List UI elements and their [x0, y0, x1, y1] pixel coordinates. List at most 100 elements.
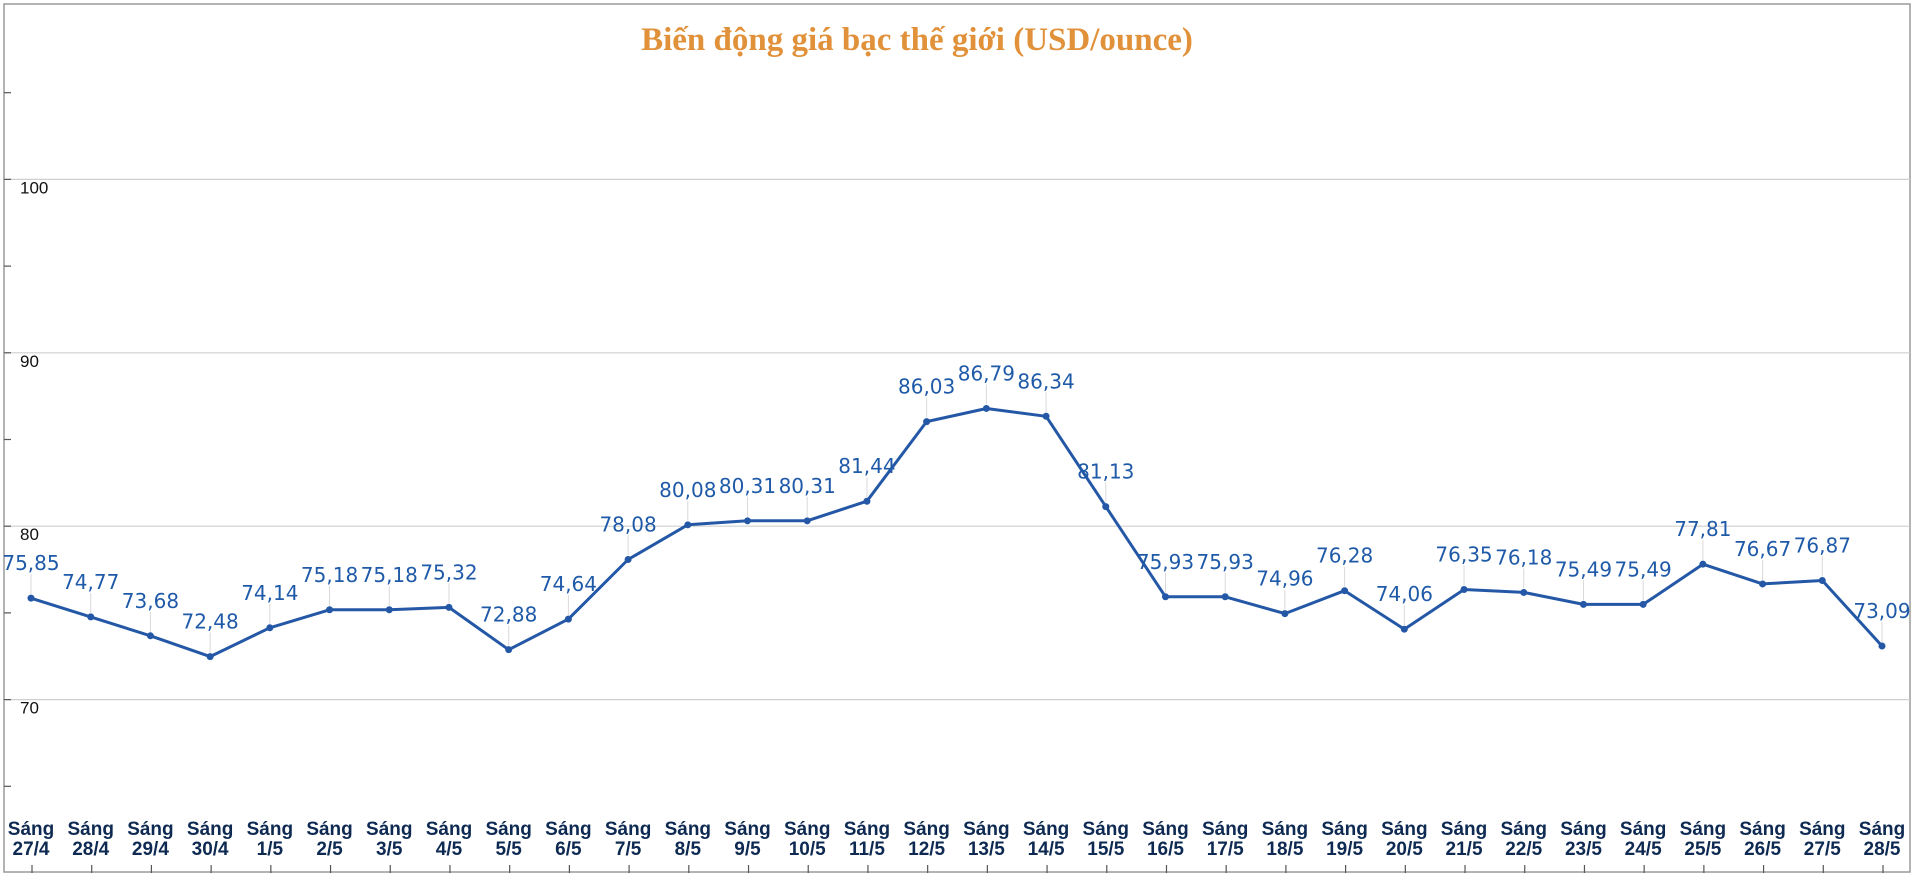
x-tick-line-1: Sáng — [1859, 819, 1905, 840]
x-tick-line-2: 22/5 — [1505, 839, 1542, 860]
x-tick-line-2: 10/5 — [789, 839, 826, 860]
data-label: 75,85 — [2, 551, 59, 575]
data-point — [803, 517, 811, 525]
data-point — [1759, 580, 1767, 588]
data-label: 80,31 — [779, 474, 836, 498]
x-tick-line-2: 5/5 — [495, 839, 522, 860]
chart-frame — [3, 3, 1911, 873]
x-tick-label: Sáng 27/5 — [1799, 819, 1845, 860]
y-tick-label: 90 — [20, 352, 39, 371]
x-tick-label: Sáng 13/5 — [963, 819, 1009, 860]
x-tick-line-2: 28/4 — [72, 839, 109, 860]
data-label: 72,88 — [480, 603, 537, 627]
data-point — [266, 624, 274, 632]
data-label: 86,79 — [958, 361, 1015, 385]
x-tick-line-1: Sáng — [665, 819, 711, 840]
data-label: 80,31 — [719, 474, 776, 498]
data-label: 73,09 — [1853, 599, 1910, 623]
data-label: 75,93 — [1197, 550, 1254, 574]
x-tick-line-2: 25/5 — [1684, 839, 1721, 860]
x-tick-label: Sáng 18/5 — [1262, 819, 1308, 860]
data-point — [1042, 412, 1050, 420]
x-tick-line-1: Sáng — [247, 819, 293, 840]
x-tick-line-1: Sáng — [8, 819, 54, 840]
data-point — [1579, 600, 1587, 608]
x-tick-line-1: Sáng — [366, 819, 412, 840]
x-tick-label: Sáng 17/5 — [1202, 819, 1248, 860]
x-tick-line-2: 1/5 — [257, 839, 284, 860]
x-tick-line-1: Sáng — [1321, 819, 1367, 840]
label-leader-lines — [30, 384, 1883, 653]
x-tick-line-1: Sáng — [485, 819, 531, 840]
data-point — [1878, 642, 1886, 650]
data-point — [385, 606, 393, 614]
x-tick-label: Sáng 29/4 — [127, 819, 173, 860]
data-label: 80,08 — [659, 478, 716, 502]
data-points — [27, 404, 1886, 661]
x-tick-line-1: Sáng — [605, 819, 651, 840]
x-tick-line-1: Sáng — [187, 819, 233, 840]
x-tick-line-2: 28/5 — [1864, 839, 1901, 860]
data-label: 74,77 — [62, 570, 119, 594]
x-tick-label: Sáng 12/5 — [903, 819, 949, 860]
data-label: 81,13 — [1077, 460, 1134, 484]
data-point — [1341, 587, 1349, 595]
x-tick-label: Sáng 3/5 — [366, 819, 412, 860]
data-label: 74,64 — [540, 572, 597, 596]
x-tick-label: Sáng 9/5 — [724, 819, 770, 860]
x-tick-label: Sáng 24/5 — [1620, 819, 1666, 860]
x-tick-line-1: Sáng — [545, 819, 591, 840]
x-tick-line-2: 15/5 — [1087, 839, 1124, 860]
x-tick-label: Sáng 22/5 — [1501, 819, 1547, 860]
data-label: 76,28 — [1316, 544, 1373, 568]
data-label: 74,96 — [1256, 567, 1313, 591]
data-label: 75,18 — [301, 563, 358, 587]
x-tick-line-2: 20/5 — [1386, 839, 1423, 860]
data-label: 72,48 — [181, 610, 238, 634]
data-point — [1460, 585, 1468, 593]
axis-ticks — [4, 92, 1884, 873]
data-point — [1281, 610, 1289, 618]
x-tick-line-1: Sáng — [1023, 819, 1069, 840]
data-label: 75,18 — [361, 563, 418, 587]
x-tick-line-2: 9/5 — [734, 839, 761, 860]
x-tick-line-2: 6/5 — [555, 839, 582, 860]
x-tick-line-1: Sáng — [1799, 819, 1845, 840]
x-tick-line-2: 13/5 — [968, 839, 1005, 860]
x-tick-line-1: Sáng — [1739, 819, 1785, 840]
x-tick-label: Sáng 6/5 — [545, 819, 591, 860]
x-tick-line-1: Sáng — [127, 819, 173, 840]
x-tick-label: Sáng 14/5 — [1023, 819, 1069, 860]
x-tick-line-1: Sáng — [1620, 819, 1666, 840]
data-label: 78,08 — [599, 512, 656, 536]
x-tick-line-2: 30/4 — [192, 839, 229, 860]
data-point — [27, 594, 35, 602]
data-point — [744, 517, 752, 525]
x-tick-line-2: 18/5 — [1266, 839, 1303, 860]
data-label: 86,34 — [1017, 369, 1074, 393]
x-tick-line-1: Sáng — [1142, 819, 1188, 840]
y-tick-label: 70 — [20, 699, 39, 718]
data-point — [87, 613, 95, 621]
x-tick-label: Sáng 16/5 — [1142, 819, 1188, 860]
x-tick-label: Sáng 19/5 — [1321, 819, 1367, 860]
x-tick-line-1: Sáng — [1381, 819, 1427, 840]
x-tick-line-1: Sáng — [1083, 819, 1129, 840]
data-point — [863, 497, 871, 505]
x-tick-line-2: 27/5 — [1804, 839, 1841, 860]
x-tick-line-1: Sáng — [306, 819, 352, 840]
x-tick-label: Sáng 10/5 — [784, 819, 830, 860]
x-tick-line-2: 23/5 — [1565, 839, 1602, 860]
data-point — [505, 646, 513, 654]
x-tick-line-2: 17/5 — [1207, 839, 1244, 860]
x-tick-line-2: 11/5 — [849, 839, 885, 860]
y-tick-label: 100 — [20, 178, 48, 197]
x-tick-line-2: 21/5 — [1446, 839, 1483, 860]
x-tick-line-2: 12/5 — [908, 839, 945, 860]
x-tick-label: Sáng 20/5 — [1381, 819, 1427, 860]
data-label: 76,67 — [1734, 537, 1791, 561]
x-tick-line-2: 3/5 — [376, 839, 403, 860]
